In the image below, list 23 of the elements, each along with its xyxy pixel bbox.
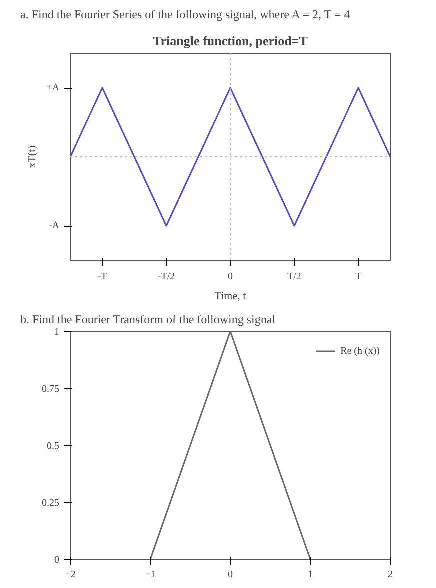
x-tick-label: 0: [228, 272, 233, 282]
x-tick-label: 1: [308, 570, 313, 580]
y-tick-label: 0.25: [42, 498, 60, 509]
y-tick-label: 0.75: [42, 384, 60, 395]
text: b. Find the Fourier Transform of the following signal: [20, 312, 276, 326]
x-tick-label: T/2: [288, 272, 302, 282]
text: +A: [46, 82, 60, 94]
x-tick-label: −1: [145, 570, 156, 580]
x-axis-title: Time, t: [214, 290, 246, 302]
x-tick-label: -T: [98, 272, 108, 282]
chart-title: Triangle function, period=T: [153, 34, 308, 48]
x-tick-label: 2: [388, 570, 393, 580]
text: -A: [48, 220, 60, 232]
x-tick-label: T: [355, 272, 362, 282]
y-tick-label: 1: [54, 327, 60, 338]
x-tick-label: −2: [65, 570, 76, 580]
text: a. Find the Fourier Series of the following signal, where A = 2, T = 4: [20, 8, 350, 22]
y-tick-label: 0: [54, 555, 60, 566]
legend-label: Re (h (x)): [340, 346, 380, 356]
y-tick-label: 0.5: [47, 441, 60, 452]
x-tick-label: 0: [228, 570, 233, 580]
y-axis-title: xT(t): [26, 145, 39, 168]
x-tick-label: -T/2: [158, 272, 176, 282]
